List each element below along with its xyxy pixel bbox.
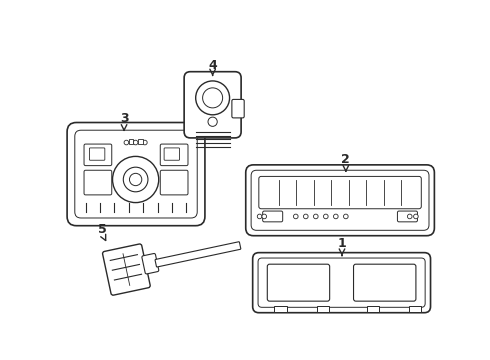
FancyBboxPatch shape (263, 211, 283, 222)
FancyBboxPatch shape (354, 264, 416, 301)
Circle shape (294, 214, 298, 219)
FancyBboxPatch shape (142, 253, 159, 274)
Circle shape (133, 140, 138, 145)
Circle shape (343, 214, 348, 219)
FancyBboxPatch shape (89, 148, 105, 160)
Text: 1: 1 (338, 237, 346, 250)
Text: 2: 2 (342, 153, 350, 166)
FancyBboxPatch shape (251, 170, 429, 230)
Text: 3: 3 (120, 112, 128, 125)
FancyBboxPatch shape (268, 264, 330, 301)
FancyBboxPatch shape (84, 144, 112, 166)
FancyBboxPatch shape (160, 170, 188, 195)
FancyBboxPatch shape (164, 148, 179, 160)
Circle shape (123, 167, 148, 192)
Circle shape (196, 81, 229, 115)
Circle shape (208, 117, 217, 126)
Circle shape (124, 140, 129, 145)
Bar (409, 306, 421, 312)
Circle shape (143, 140, 147, 145)
FancyBboxPatch shape (84, 170, 112, 195)
Circle shape (314, 214, 318, 219)
Circle shape (303, 214, 308, 219)
Circle shape (414, 214, 418, 219)
Bar (274, 306, 287, 312)
FancyBboxPatch shape (258, 258, 425, 307)
FancyBboxPatch shape (102, 244, 150, 295)
Circle shape (203, 88, 222, 108)
Circle shape (262, 214, 267, 219)
FancyBboxPatch shape (397, 211, 417, 222)
FancyBboxPatch shape (155, 242, 241, 267)
Circle shape (334, 214, 338, 219)
FancyBboxPatch shape (259, 176, 421, 209)
Text: 5: 5 (98, 224, 107, 237)
FancyBboxPatch shape (245, 165, 435, 236)
Bar (317, 306, 329, 312)
FancyBboxPatch shape (232, 99, 244, 118)
FancyBboxPatch shape (253, 253, 431, 313)
FancyBboxPatch shape (184, 72, 241, 138)
Circle shape (113, 156, 159, 203)
Circle shape (323, 214, 328, 219)
Circle shape (129, 173, 142, 186)
Text: 4: 4 (208, 59, 217, 72)
Bar (129, 139, 133, 144)
Bar (138, 139, 143, 144)
FancyBboxPatch shape (160, 144, 188, 166)
Circle shape (257, 214, 262, 219)
FancyBboxPatch shape (67, 122, 205, 226)
Circle shape (408, 214, 412, 219)
Bar (367, 306, 379, 312)
FancyBboxPatch shape (75, 130, 197, 218)
